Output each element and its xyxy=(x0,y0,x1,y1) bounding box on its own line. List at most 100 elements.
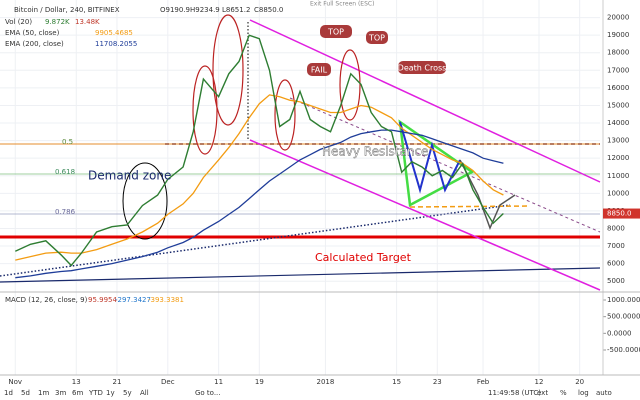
wave xyxy=(459,159,516,231)
peak-ellipse xyxy=(212,14,244,126)
x-tick-label: 12 xyxy=(535,378,544,386)
callout xyxy=(307,63,331,76)
indicator-name: EMA (200, close) xyxy=(5,40,64,48)
time: 11:49:58 (UTC) xyxy=(488,389,541,397)
drawings xyxy=(0,0,640,376)
ohlc: L8651.2 xyxy=(222,6,250,14)
x-tick-label: 15 xyxy=(392,378,401,386)
range-button[interactable]: 6m xyxy=(72,389,83,397)
indicator-value: 11708.2055 xyxy=(95,40,137,48)
range-button[interactable]: 1d xyxy=(4,389,13,397)
annotation: Death Cross xyxy=(398,64,447,73)
ema-line xyxy=(15,129,504,279)
channel-line xyxy=(249,139,601,291)
ohlc: O9190.9 xyxy=(160,6,190,14)
x-tick-label: 2018 xyxy=(317,378,335,386)
y-tick-label: 14000 xyxy=(607,119,629,127)
scale-button[interactable]: % xyxy=(560,389,567,397)
y-tick-label: 19000 xyxy=(607,31,629,39)
callout xyxy=(320,25,352,38)
annotation: FAIL xyxy=(311,66,328,75)
x-tick-label: 23 xyxy=(433,378,442,386)
range-button[interactable]: 5d xyxy=(21,389,30,397)
y-tick-label: 500.0000 xyxy=(607,313,640,321)
range-button[interactable]: All xyxy=(140,389,149,397)
ema-line xyxy=(15,94,504,261)
exit-fullscreen[interactable]: Exit Full Screen (ESC) xyxy=(310,1,374,8)
macd-value: -297.3427 xyxy=(115,296,151,304)
grid: 5000600070008000900010000110001200013000… xyxy=(0,0,640,386)
indicator-value: 13.48K xyxy=(75,18,100,26)
range-button[interactable]: 3m xyxy=(55,389,66,397)
price-tag-label: 8850.0 xyxy=(607,210,632,218)
x-tick-label: Dec xyxy=(161,378,175,386)
y-tick-label: 15000 xyxy=(607,101,629,109)
x-tick-label: 11 xyxy=(214,378,223,386)
annotation: Calculated Target xyxy=(315,251,412,264)
x-tick-label: 21 xyxy=(112,378,121,386)
y-tick-label: 12000 xyxy=(607,154,629,162)
y-tick-label: 7000 xyxy=(607,242,625,250)
y-tick-label: 16000 xyxy=(607,84,629,92)
range-button[interactable]: 5y xyxy=(123,389,132,397)
goto-button[interactable]: Go to... xyxy=(195,389,221,397)
x-tick-label: 13 xyxy=(72,378,81,386)
macd-title: MACD (12, 26, close, 9) xyxy=(5,296,88,304)
price-line xyxy=(15,34,504,267)
range-button[interactable]: 1m xyxy=(38,389,49,397)
macd-value: 95.9954 xyxy=(88,296,117,304)
indicator-name: EMA (50, close) xyxy=(5,29,60,37)
x-tick-label: Feb xyxy=(477,378,490,386)
callout xyxy=(398,61,446,74)
y-tick-label: 17000 xyxy=(607,66,629,74)
wave xyxy=(399,121,461,194)
x-tick-label: 20 xyxy=(575,378,584,386)
ohlc: H9234.9 xyxy=(190,6,220,14)
fib-label: 0.618 xyxy=(55,168,75,176)
y-tick-label: 1000.0000 xyxy=(607,296,640,304)
trend-line xyxy=(0,267,601,283)
y-tick-label: 11000 xyxy=(607,172,629,180)
peak-ellipse xyxy=(192,65,218,155)
indicator-name: Vol (20) xyxy=(5,18,32,26)
ohlc: C8850.0 xyxy=(254,6,283,14)
level-line xyxy=(409,205,531,208)
y-tick-label: 10000 xyxy=(607,189,629,197)
macd-value: -393.3381 xyxy=(148,296,184,304)
channel-line xyxy=(249,19,601,183)
plot: 8850.0 xyxy=(15,34,640,279)
y-tick-label: 6000 xyxy=(607,260,625,268)
y-tick-label: 13000 xyxy=(607,137,629,145)
chart-title: Bitcoin / Dollar, 240, BITFINEX xyxy=(14,6,120,14)
y-tick-label: 0.0000 xyxy=(607,329,632,337)
callout xyxy=(366,31,388,44)
y-tick-label: 18000 xyxy=(607,49,629,57)
indicator-value: 9905.4685 xyxy=(95,29,133,37)
y-tick-label: 8000 xyxy=(607,224,625,232)
annotation: TOP xyxy=(368,34,385,43)
fib-label: 0.786 xyxy=(55,208,76,216)
y-tick-label: 20000 xyxy=(607,14,629,22)
x-tick-label: Nov xyxy=(8,378,22,386)
annotation: Heavy Resistance xyxy=(322,145,428,159)
scale-button[interactable]: log xyxy=(578,389,589,397)
toolbar: 1d 5d 1m 3m 6m YTD 1y 5y All Go to... 11:49:58 (UT… xyxy=(4,389,612,397)
x-tick-label: 19 xyxy=(255,378,264,386)
peak-ellipse xyxy=(339,49,361,121)
range-button[interactable]: 1y xyxy=(106,389,115,397)
range-button[interactable]: YTD xyxy=(88,389,103,397)
scale-button[interactable]: auto xyxy=(596,389,612,397)
peak-ellipse xyxy=(274,79,296,151)
annotation: TOP xyxy=(327,28,344,37)
ext-button[interactable]: ext xyxy=(537,389,548,397)
price-tag xyxy=(603,208,640,219)
channel-mid xyxy=(289,97,601,233)
annotation: Demand zone xyxy=(88,169,171,183)
fib-label: 0.5 xyxy=(62,138,73,146)
triangle xyxy=(398,119,475,207)
indicator-value: 9.872K xyxy=(45,18,70,26)
y-tick-label: 5000 xyxy=(607,277,625,285)
